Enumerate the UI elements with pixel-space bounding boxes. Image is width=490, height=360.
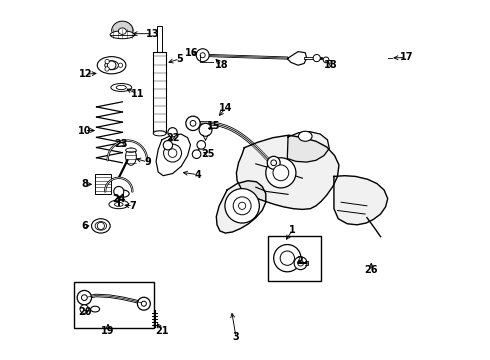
Circle shape — [97, 222, 104, 229]
Ellipse shape — [116, 85, 126, 90]
Bar — [157, 26, 162, 53]
Text: 12: 12 — [79, 69, 92, 79]
Circle shape — [137, 297, 150, 310]
Circle shape — [141, 301, 147, 306]
Circle shape — [168, 128, 177, 137]
Ellipse shape — [125, 148, 136, 165]
Text: 7: 7 — [130, 201, 137, 211]
Text: 3: 3 — [233, 332, 240, 342]
Text: 16: 16 — [185, 48, 198, 58]
Circle shape — [274, 244, 301, 272]
Circle shape — [105, 59, 109, 64]
Polygon shape — [216, 181, 266, 233]
Circle shape — [81, 295, 87, 301]
Text: 5: 5 — [176, 54, 183, 64]
Circle shape — [294, 257, 307, 270]
Circle shape — [267, 156, 280, 169]
Text: 18: 18 — [324, 59, 338, 69]
Text: 10: 10 — [77, 126, 91, 135]
Circle shape — [266, 158, 296, 188]
Text: 17: 17 — [400, 52, 413, 62]
Text: 11: 11 — [131, 89, 144, 99]
Text: 22: 22 — [166, 133, 179, 143]
Circle shape — [163, 140, 172, 150]
Ellipse shape — [125, 148, 136, 152]
Circle shape — [280, 251, 294, 265]
Ellipse shape — [109, 200, 129, 209]
Ellipse shape — [117, 190, 129, 197]
Circle shape — [77, 291, 92, 305]
Circle shape — [313, 54, 320, 62]
Circle shape — [80, 305, 89, 314]
Ellipse shape — [153, 131, 166, 136]
Circle shape — [273, 165, 289, 181]
Ellipse shape — [298, 131, 312, 141]
Text: 4: 4 — [195, 170, 201, 180]
Ellipse shape — [111, 84, 132, 91]
Text: 2: 2 — [296, 256, 303, 266]
Text: 18: 18 — [215, 60, 228, 70]
Polygon shape — [287, 132, 329, 162]
Polygon shape — [236, 135, 339, 210]
Ellipse shape — [95, 222, 107, 230]
Text: 25: 25 — [202, 149, 215, 159]
Text: 6: 6 — [81, 221, 88, 231]
Text: 15: 15 — [207, 121, 220, 131]
Circle shape — [192, 150, 201, 158]
Ellipse shape — [115, 202, 123, 206]
Polygon shape — [334, 176, 388, 225]
Circle shape — [323, 57, 329, 63]
Circle shape — [239, 202, 245, 210]
Ellipse shape — [97, 57, 126, 74]
Ellipse shape — [92, 219, 110, 233]
Text: 23: 23 — [115, 139, 128, 149]
Circle shape — [107, 61, 116, 69]
Bar — [269, 236, 321, 281]
Text: 24: 24 — [112, 194, 125, 204]
Circle shape — [105, 67, 109, 71]
Bar — [153, 51, 166, 134]
Circle shape — [197, 140, 205, 149]
Circle shape — [168, 149, 177, 157]
Text: 20: 20 — [79, 307, 92, 317]
Circle shape — [233, 197, 251, 215]
Text: 8: 8 — [81, 179, 88, 189]
Text: 26: 26 — [365, 265, 378, 275]
Ellipse shape — [110, 31, 135, 39]
Bar — [96, 174, 111, 194]
Circle shape — [114, 186, 124, 197]
Circle shape — [298, 260, 303, 266]
Text: 9: 9 — [144, 157, 151, 167]
Circle shape — [199, 123, 212, 136]
Text: 21: 21 — [155, 325, 169, 336]
Circle shape — [164, 144, 181, 162]
Circle shape — [190, 121, 196, 126]
Text: 13: 13 — [146, 29, 159, 39]
Circle shape — [186, 116, 200, 131]
Text: 14: 14 — [219, 103, 232, 113]
Text: 1: 1 — [289, 225, 295, 235]
Circle shape — [271, 160, 276, 166]
Ellipse shape — [91, 306, 99, 312]
Circle shape — [196, 49, 209, 62]
Circle shape — [200, 53, 205, 58]
Circle shape — [119, 63, 122, 67]
Circle shape — [225, 189, 259, 223]
Ellipse shape — [119, 28, 126, 35]
Ellipse shape — [105, 61, 119, 70]
Bar — [74, 282, 154, 328]
Text: 19: 19 — [101, 325, 115, 336]
